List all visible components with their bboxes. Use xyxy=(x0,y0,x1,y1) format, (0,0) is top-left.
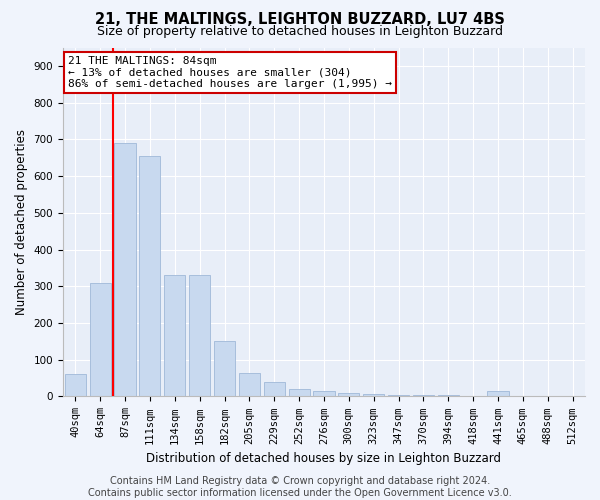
Bar xyxy=(313,391,335,396)
Bar xyxy=(363,394,384,396)
Y-axis label: Number of detached properties: Number of detached properties xyxy=(15,129,28,315)
Bar xyxy=(263,382,285,396)
Bar xyxy=(214,342,235,396)
Bar xyxy=(239,372,260,396)
Bar xyxy=(65,374,86,396)
X-axis label: Distribution of detached houses by size in Leighton Buzzard: Distribution of detached houses by size … xyxy=(146,452,502,465)
Text: 21, THE MALTINGS, LEIGHTON BUZZARD, LU7 4BS: 21, THE MALTINGS, LEIGHTON BUZZARD, LU7 … xyxy=(95,12,505,28)
Bar xyxy=(487,391,509,396)
Bar xyxy=(338,393,359,396)
Bar xyxy=(164,275,185,396)
Bar xyxy=(115,143,136,397)
Text: 21 THE MALTINGS: 84sqm
← 13% of detached houses are smaller (304)
86% of semi-de: 21 THE MALTINGS: 84sqm ← 13% of detached… xyxy=(68,56,392,90)
Bar xyxy=(189,275,210,396)
Text: Size of property relative to detached houses in Leighton Buzzard: Size of property relative to detached ho… xyxy=(97,25,503,38)
Bar xyxy=(388,394,409,396)
Bar xyxy=(89,282,111,397)
Text: Contains HM Land Registry data © Crown copyright and database right 2024.
Contai: Contains HM Land Registry data © Crown c… xyxy=(88,476,512,498)
Bar xyxy=(289,389,310,396)
Bar xyxy=(139,156,160,396)
